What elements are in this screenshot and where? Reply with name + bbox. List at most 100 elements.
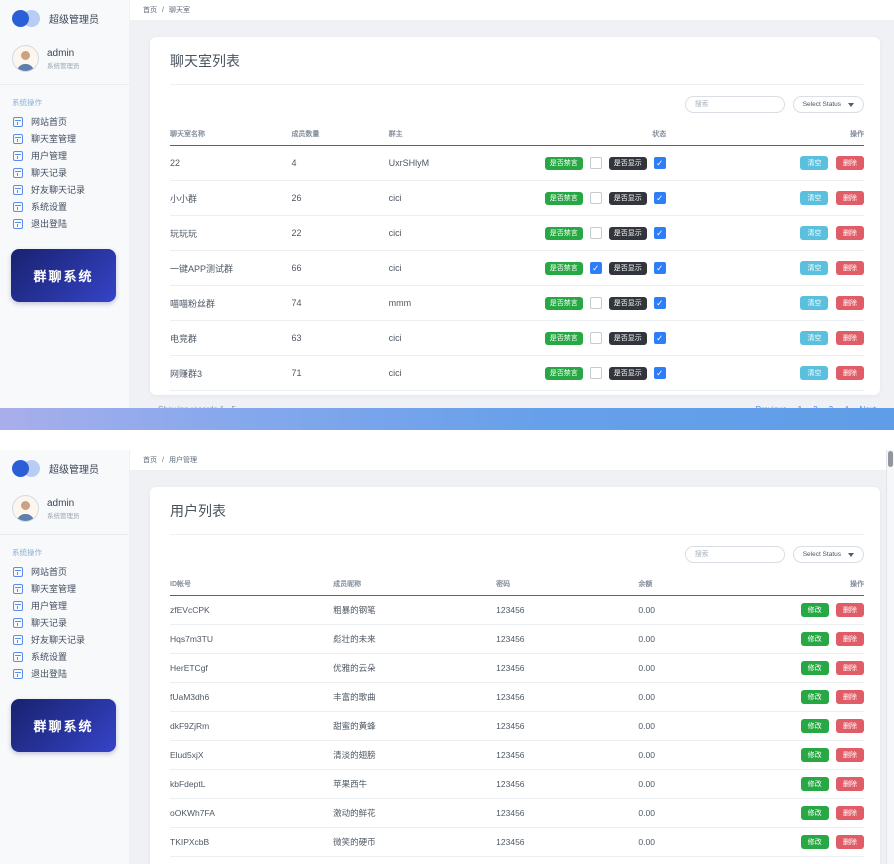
sidebar-menu-item[interactable]: 聊天记录: [0, 614, 129, 631]
show-checkbox[interactable]: ✓: [653, 332, 666, 344]
room-name-cell: 小小群: [170, 180, 292, 216]
page-link[interactable]: 2: [813, 405, 817, 408]
show-checkbox[interactable]: ✓: [653, 227, 666, 239]
search-input[interactable]: [684, 96, 785, 113]
sidebar-menu-item[interactable]: 用户管理: [0, 597, 129, 614]
user-balance-cell: 0.00: [638, 711, 778, 741]
show-checkbox[interactable]: ✓: [653, 367, 666, 379]
delete-button[interactable]: 删除: [836, 261, 864, 275]
delete-button[interactable]: 删除: [836, 719, 864, 733]
sidebar-menu-item[interactable]: 聊天室管理: [0, 130, 129, 147]
room-name-cell: 玩玩玩: [170, 215, 292, 251]
edit-button[interactable]: 修改: [800, 632, 829, 646]
show-checkbox[interactable]: ✓: [653, 157, 666, 169]
delete-button[interactable]: 删除: [836, 835, 864, 849]
show-checkbox[interactable]: ✓: [653, 297, 666, 309]
sidebar-menu-item[interactable]: 网站首页: [0, 563, 129, 580]
sidebar-menu-item[interactable]: 系统设置: [0, 648, 129, 665]
edit-button[interactable]: 修改: [800, 777, 829, 791]
room-status-cell: 是否禁言 是否显示 ✓: [544, 285, 774, 321]
clear-button[interactable]: 清空: [800, 296, 829, 310]
delete-button[interactable]: 删除: [836, 748, 864, 762]
delete-button[interactable]: 删除: [836, 603, 864, 617]
clear-button[interactable]: 清空: [800, 156, 829, 170]
delete-button[interactable]: 删除: [836, 191, 864, 205]
table-footer: Showing records 1 - 5 Previous 1 2 3 4 Next: [150, 395, 880, 408]
col-header-password: 密码: [496, 572, 639, 596]
sidebar-menu-item[interactable]: 好友聊天记录: [0, 181, 129, 198]
admin-name: admin: [47, 497, 75, 509]
edit-button[interactable]: 修改: [800, 748, 829, 762]
page-link[interactable]: 3: [829, 405, 833, 408]
edit-button[interactable]: 修改: [800, 806, 829, 820]
logo-icon: [12, 460, 40, 477]
delete-button[interactable]: 删除: [836, 632, 864, 646]
sidebar-menu-item[interactable]: 聊天记录: [0, 164, 129, 181]
panel-gap: [0, 430, 894, 450]
room-members-cell: 66: [291, 250, 389, 286]
brand-row: 超级管理员: [0, 450, 129, 486]
table-row: Elud5xjX 清淡的翅膀 123456 0.00 修改 删除: [170, 740, 864, 770]
delete-button[interactable]: 删除: [836, 806, 864, 820]
scrollbar-thumb[interactable]: [888, 451, 893, 467]
edit-button[interactable]: 修改: [800, 661, 829, 675]
delete-button[interactable]: 删除: [836, 156, 864, 170]
sidebar-menu-item[interactable]: 好友聊天记录: [0, 631, 129, 648]
clear-button[interactable]: 清空: [800, 366, 829, 380]
delete-button[interactable]: 删除: [836, 331, 864, 345]
edit-button[interactable]: 修改: [800, 690, 829, 704]
page-title: 用户列表: [170, 501, 864, 535]
clear-button[interactable]: 清空: [800, 191, 829, 205]
mute-checkbox[interactable]: [589, 367, 602, 379]
mute-checkbox[interactable]: [589, 192, 602, 204]
room-members-cell: 63: [291, 320, 389, 356]
brand-name: 超级管理员: [49, 465, 99, 476]
search-input[interactable]: [684, 546, 785, 563]
page-background: 聊天室列表 Select Status 聊天室名称: [130, 21, 894, 408]
clear-button[interactable]: 清空: [800, 261, 829, 275]
scrollbar-track[interactable]: [886, 450, 894, 864]
system-box[interactable]: 群聊系统: [11, 249, 116, 302]
page-background: 用户列表 Select Status ID帐号 成员: [130, 471, 894, 864]
show-checkbox[interactable]: ✓: [653, 262, 666, 274]
mute-checkbox[interactable]: [589, 332, 602, 344]
sidebar-menu-item[interactable]: 退出登陆: [0, 215, 129, 232]
breadcrumb-home[interactable]: 首页: [143, 457, 157, 464]
edit-button[interactable]: 修改: [800, 835, 829, 849]
status-filter-select[interactable]: Select Status: [792, 546, 864, 563]
page-link[interactable]: 1: [798, 405, 802, 408]
mute-checkbox[interactable]: [589, 297, 602, 309]
mute-checkbox[interactable]: [589, 157, 602, 169]
sidebar-menu-item[interactable]: 网站首页: [0, 113, 129, 130]
window-icon: [13, 133, 23, 144]
sidebar-menu-item[interactable]: 退出登陆: [0, 665, 129, 682]
mute-badge: 是否禁言: [544, 226, 583, 240]
window-icon: [13, 583, 23, 594]
delete-button[interactable]: 删除: [836, 661, 864, 675]
breadcrumb-home[interactable]: 首页: [143, 7, 157, 14]
edit-button[interactable]: 修改: [800, 603, 829, 617]
edit-button[interactable]: 修改: [800, 719, 829, 733]
system-box[interactable]: 群聊系统: [11, 699, 116, 752]
page-link[interactable]: Next: [860, 405, 876, 408]
table-header-row: ID帐号 成员昵称 密码 余额 操作: [170, 572, 864, 596]
delete-button[interactable]: 删除: [836, 226, 864, 240]
table-row: 网赚群3 71 cici 是否禁言 是否显示 ✓ 清空 删除: [170, 355, 864, 391]
clear-button[interactable]: 清空: [800, 331, 829, 345]
clear-button[interactable]: 清空: [800, 226, 829, 240]
delete-button[interactable]: 删除: [836, 777, 864, 791]
mute-checkbox[interactable]: [589, 227, 602, 239]
sidebar-menu-item[interactable]: 用户管理: [0, 147, 129, 164]
mute-checkbox[interactable]: ✓: [589, 262, 602, 274]
table-row: Hqs7m3TU 彪壮的未来 123456 0.00 修改 删除: [170, 624, 864, 654]
show-checkbox[interactable]: ✓: [653, 192, 666, 204]
sidebar-menu-item[interactable]: 系统设置: [0, 198, 129, 215]
delete-button[interactable]: 删除: [836, 296, 864, 310]
sidebar-menu-item[interactable]: 聊天室管理: [0, 580, 129, 597]
delete-button[interactable]: 删除: [836, 690, 864, 704]
status-filter-select[interactable]: Select Status: [792, 96, 864, 113]
col-header-status: 状态: [544, 122, 774, 146]
page-link[interactable]: Previous: [756, 405, 787, 408]
delete-button[interactable]: 删除: [836, 366, 864, 380]
page-link[interactable]: 4: [844, 405, 848, 408]
